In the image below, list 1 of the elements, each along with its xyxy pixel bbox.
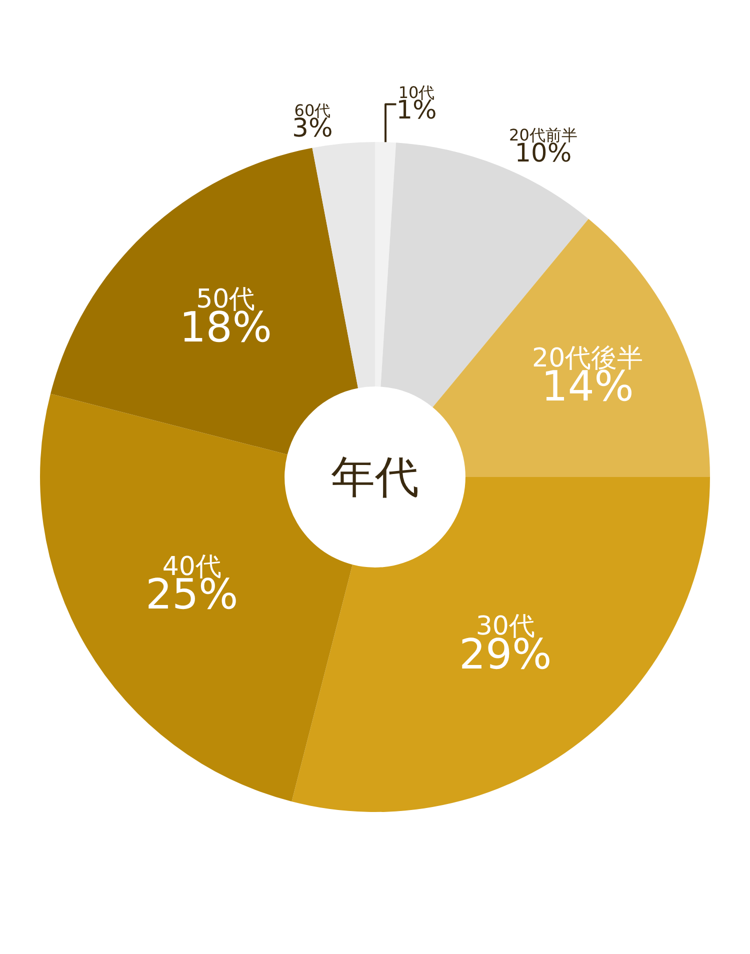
text: 年代: [331, 452, 419, 503]
